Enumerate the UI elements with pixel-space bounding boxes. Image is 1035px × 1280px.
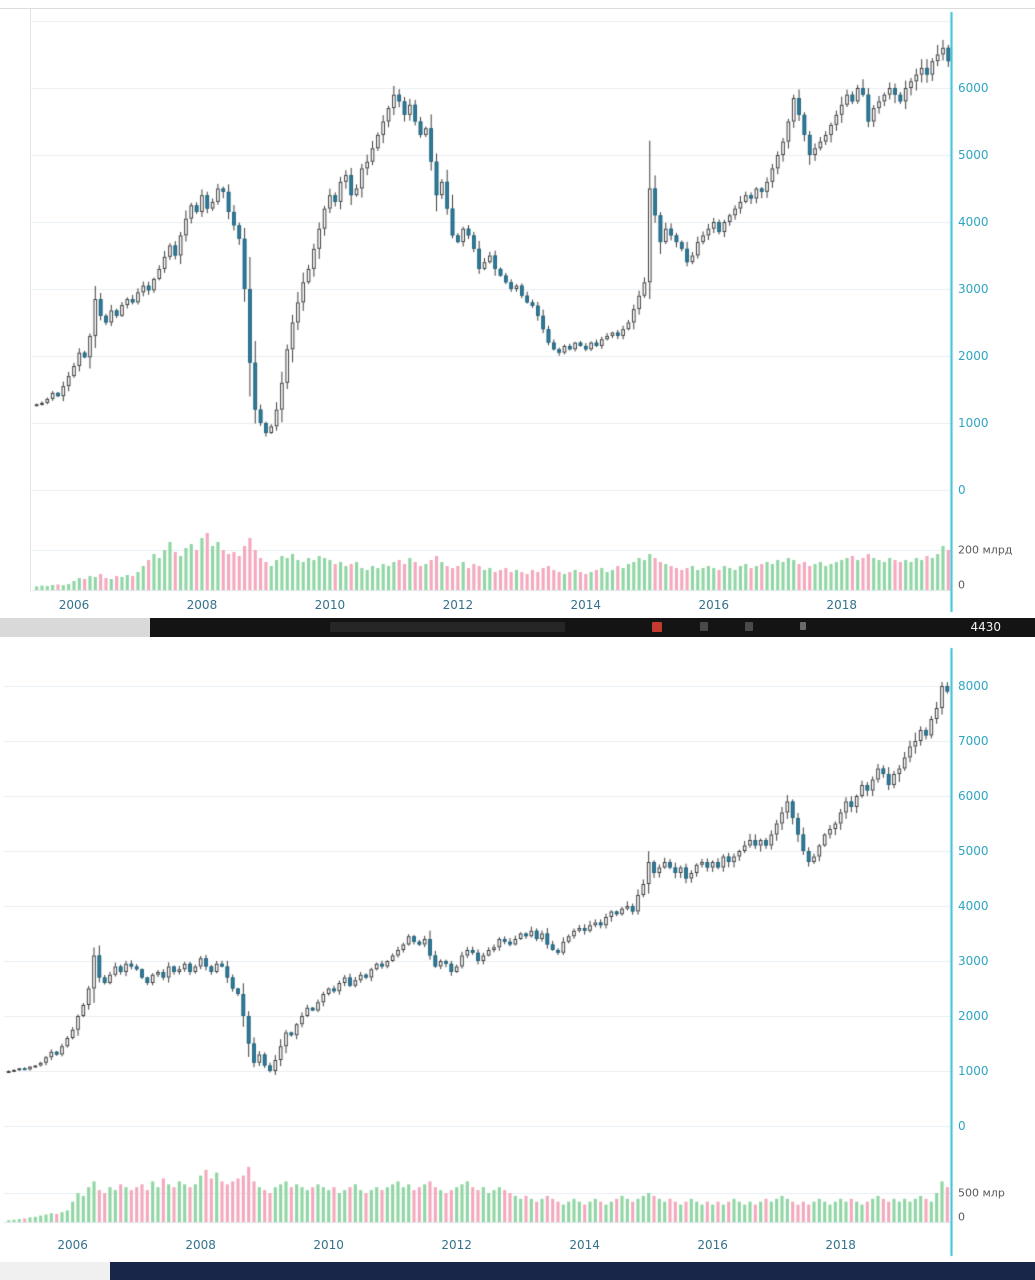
bottom-status-bar [0, 1262, 1035, 1280]
taskbar-right-text: 4430 [970, 620, 1001, 634]
app-icon [700, 622, 708, 631]
tray-icon [800, 622, 806, 630]
taskbar-left-segment [0, 618, 150, 637]
taskbar[interactable]: 4430 [0, 618, 1035, 637]
app-icon [745, 622, 753, 631]
browser-icon [652, 622, 662, 632]
bottom-bar-left-segment [0, 1262, 110, 1280]
window-group-icon [330, 622, 565, 632]
